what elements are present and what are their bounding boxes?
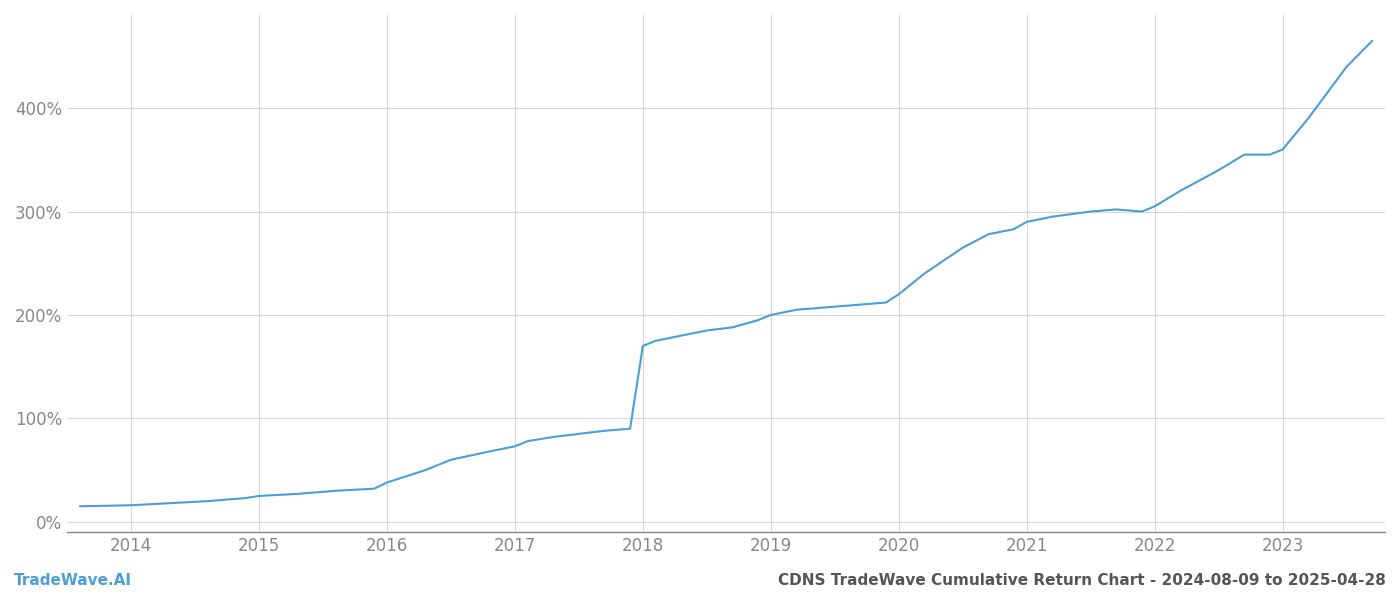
Text: CDNS TradeWave Cumulative Return Chart - 2024-08-09 to 2025-04-28: CDNS TradeWave Cumulative Return Chart -…	[778, 573, 1386, 588]
Text: TradeWave.AI: TradeWave.AI	[14, 573, 132, 588]
